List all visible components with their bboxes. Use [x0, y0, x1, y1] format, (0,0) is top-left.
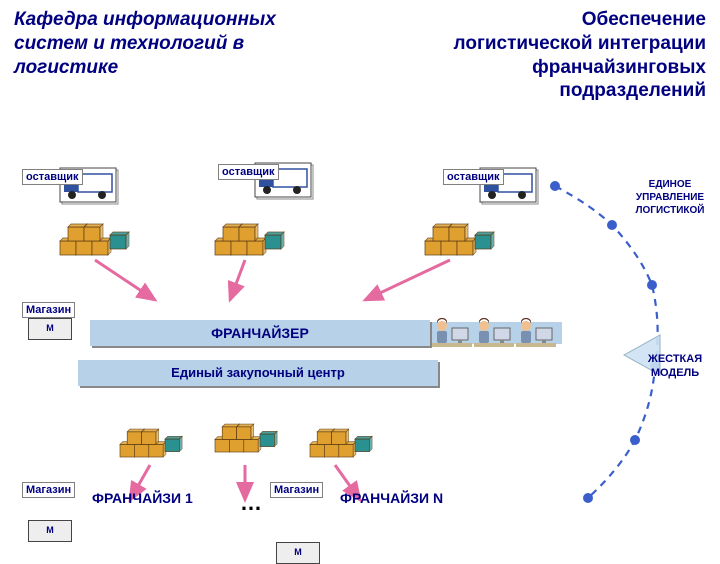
- store-label-2: Магазин: [22, 482, 75, 498]
- store-icon-2: М: [28, 520, 72, 542]
- supplier-label-2: оставщик: [218, 164, 279, 180]
- franchisee-1-label: ФРАНЧАЙЗИ 1: [92, 490, 193, 506]
- center-band: Единый закупочный центр: [78, 360, 438, 386]
- diagram-canvas: [0, 0, 720, 540]
- franchiser-band: ФРАНЧАЙЗЕР: [90, 320, 430, 346]
- model-label: ЖЕСТКАЯ МОДЕЛЬ: [640, 352, 710, 381]
- ellipsis: …: [240, 490, 262, 516]
- unified-label: ЕДИНОЕ УПРАВЛЕНИЕ ЛОГИСТИКОЙ: [630, 178, 710, 217]
- store-icon-1: М: [28, 318, 72, 340]
- franchisee-n-label: ФРАНЧАЙЗИ N: [340, 490, 443, 506]
- store-label-3: Магазин: [270, 482, 323, 498]
- store-m-text: М: [294, 547, 302, 557]
- store-icon-3: М: [276, 542, 320, 564]
- store-m-text: М: [46, 323, 54, 333]
- store-m-text: М: [46, 525, 54, 535]
- supplier-label-1: оставщик: [22, 169, 83, 185]
- supplier-label-3: оставщик: [443, 169, 504, 185]
- store-label-1: Магазин: [22, 302, 75, 318]
